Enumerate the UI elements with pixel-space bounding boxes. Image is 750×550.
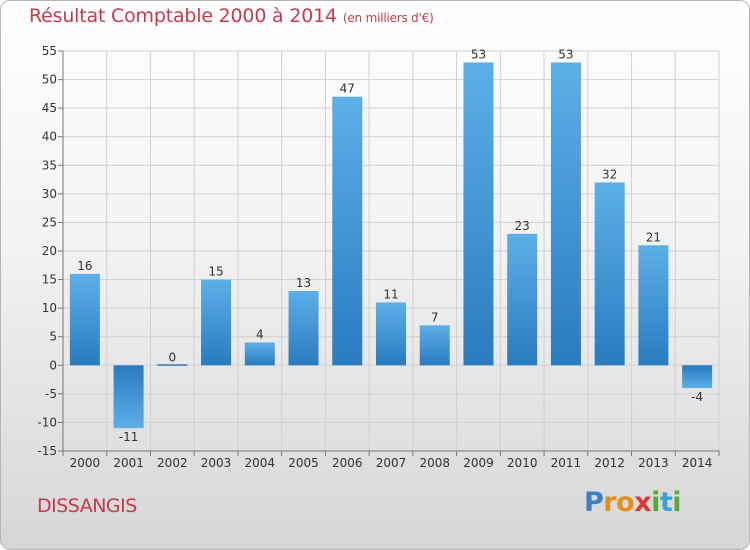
x-tick-label-2012: 2012 [594, 456, 625, 470]
x-tick-label-2003: 2003 [201, 456, 232, 470]
x-tick-label-2002: 2002 [157, 456, 188, 470]
logo-letter: t [659, 487, 673, 518]
bar-2001 [113, 365, 144, 429]
logo-letter: r [603, 487, 617, 518]
x-tick-label-2006: 2006 [332, 456, 363, 470]
logo-letter: i [672, 487, 682, 518]
bar-2007 [376, 302, 406, 366]
value-label-2012: 32 [602, 167, 617, 181]
x-tick-label-2014: 2014 [682, 456, 713, 470]
y-tick-label: 25 [42, 215, 57, 229]
bar-2012 [594, 182, 625, 366]
logo-letter: i [651, 487, 660, 518]
logo-letter: P [584, 487, 604, 518]
labels: -15-10-50510152025303540455055162000-112… [37, 44, 712, 470]
y-tick-label: 5 [49, 330, 57, 344]
value-label-2000: 16 [77, 259, 92, 273]
value-label-2001: -11 [119, 430, 139, 444]
bar-2010 [507, 233, 538, 366]
y-tick-label: 45 [42, 101, 57, 115]
bar-2009 [463, 62, 494, 366]
value-label-2014: -4 [691, 390, 703, 404]
x-tick-label-2000: 2000 [70, 456, 101, 470]
chart-title: Résultat Comptable 2000 à 2014 (en millie… [29, 5, 434, 27]
x-tick-label-2010: 2010 [507, 456, 538, 470]
x-tick-label-2004: 2004 [245, 456, 276, 470]
value-label-2002: 0 [169, 350, 177, 364]
logo-letter: o [616, 487, 635, 518]
x-tick-label-2009: 2009 [463, 456, 494, 470]
value-label-2013: 21 [646, 230, 661, 244]
x-tick-label-2011: 2011 [551, 456, 582, 470]
value-label-2008: 7 [431, 310, 439, 324]
x-tick-label-2001: 2001 [113, 456, 144, 470]
bar-2013 [638, 245, 669, 366]
bar-2005 [288, 291, 319, 366]
bar-2011 [550, 62, 581, 366]
x-tick-label-2005: 2005 [288, 456, 319, 470]
y-tick-label: 40 [42, 130, 57, 144]
chart-title-text: Résultat Comptable 2000 à 2014 [29, 5, 337, 27]
x-tick-label-2013: 2013 [638, 456, 669, 470]
y-tick-label: -15 [37, 444, 57, 458]
value-label-2005: 13 [296, 276, 311, 290]
axes [58, 50, 720, 456]
chart-subtitle: (en milliers d'€) [342, 11, 434, 25]
y-tick-label: -5 [45, 387, 57, 401]
value-label-2007: 11 [383, 287, 398, 301]
y-tick-label: 10 [42, 301, 57, 315]
bar-2004 [244, 342, 275, 366]
bar-2008 [419, 325, 450, 366]
proxiti-logo: Proxiti [584, 487, 682, 518]
y-tick-label: 30 [42, 187, 57, 201]
y-tick-label: 15 [42, 273, 57, 287]
x-tick-label-2008: 2008 [419, 456, 450, 470]
y-tick-label: 0 [49, 358, 57, 372]
y-tick-label: 50 [42, 73, 57, 87]
x-tick-label-2007: 2007 [376, 456, 407, 470]
y-tick-label: 55 [42, 44, 57, 58]
bar-2006 [332, 96, 363, 366]
value-label-2011: 53 [558, 47, 573, 61]
logo-letter: x [634, 487, 652, 518]
y-tick-label: -10 [37, 415, 57, 429]
bar-2002 [157, 364, 188, 366]
commune-name: DISSANGIS [37, 495, 137, 517]
y-tick-label: 20 [42, 244, 57, 258]
value-label-2010: 23 [515, 219, 530, 233]
bar-2014 [682, 365, 713, 389]
value-label-2004: 4 [256, 327, 264, 341]
value-label-2006: 47 [340, 82, 355, 96]
value-label-2003: 15 [208, 265, 223, 279]
bar-2000 [69, 273, 100, 366]
y-tick-label: 35 [42, 158, 57, 172]
bars [69, 62, 713, 429]
value-label-2009: 53 [471, 47, 486, 61]
bar-2003 [201, 279, 232, 366]
